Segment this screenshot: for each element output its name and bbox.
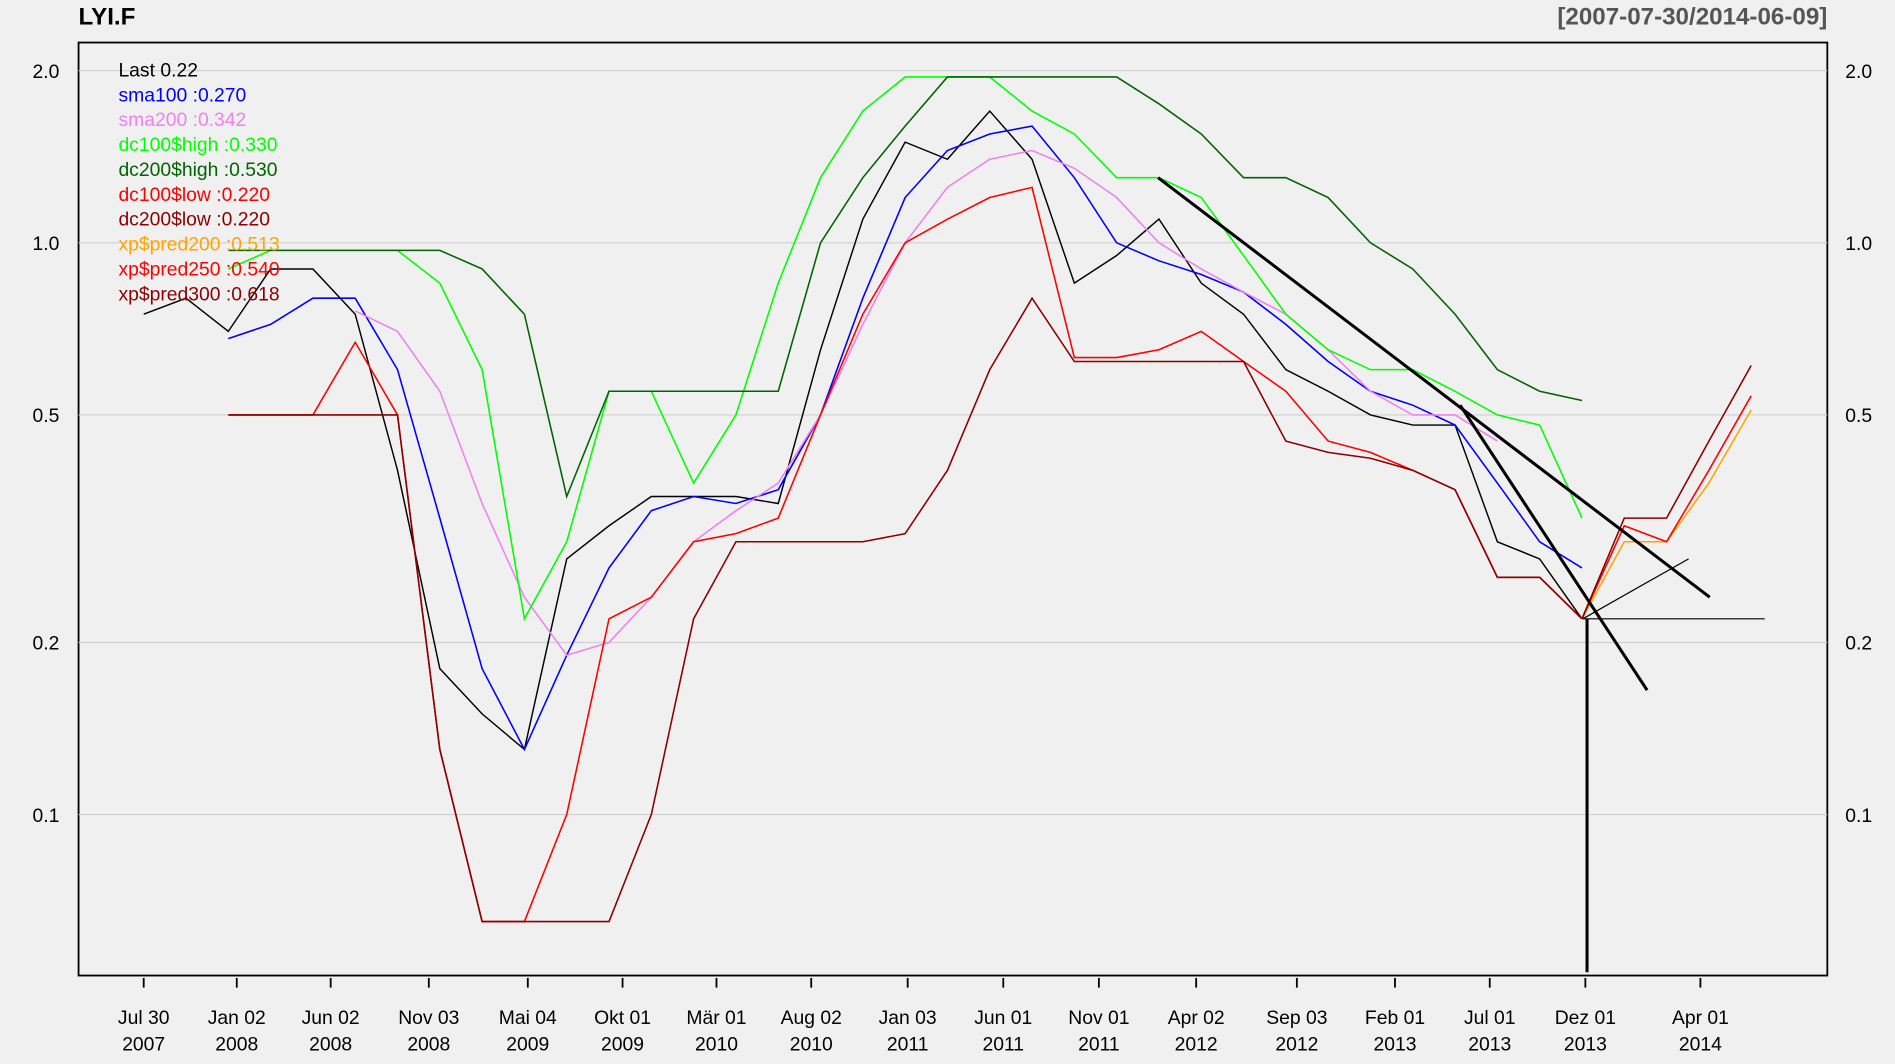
y-tick-label-right: 0.1 [1845, 806, 1872, 827]
y-tick-label-right: 2.0 [1845, 62, 1872, 83]
x-tick-label: Aug 02 2010 [781, 1008, 842, 1056]
series-line [228, 125, 1583, 752]
x-tick-label: Feb 01 2013 [1365, 1008, 1425, 1056]
trend-line [1582, 558, 1689, 620]
x-tick-label: Dez 01 2013 [1555, 1008, 1616, 1056]
x-tick-label: Apr 02 2012 [1168, 1008, 1225, 1056]
x-tick-label: Mai 04 2009 [499, 1008, 557, 1056]
legend-entry: dc100$low :0.220 [118, 185, 270, 206]
legend-entry: xp$pred250 :0.540 [118, 260, 279, 281]
x-tick-label: Jul 30 2007 [118, 1008, 170, 1056]
series-line [1581, 395, 1752, 620]
legend-entry: sma200 :0.342 [118, 110, 246, 131]
x-tick-label: Apr 01 2014 [1672, 1008, 1729, 1056]
series-line [1581, 365, 1752, 620]
y-tick-label: 0.2 [32, 634, 59, 655]
series-line [143, 109, 1583, 751]
y-tick-label-right: 0.5 [1845, 406, 1872, 427]
y-tick-label: 2.0 [32, 62, 59, 83]
y-tick-label: 0.5 [32, 406, 59, 427]
y-tick-label-right: 0.2 [1845, 634, 1872, 655]
y-tick-label: 1.0 [32, 234, 59, 255]
x-tick-label: Jul 01 2013 [1464, 1008, 1516, 1056]
series-line [228, 76, 1583, 500]
legend-entry: sma100 :0.270 [118, 85, 246, 106]
legend-entry: Last 0.22 [118, 60, 198, 81]
series-line [228, 296, 1583, 923]
y-tick-label-right: 1.0 [1845, 234, 1872, 255]
legend-entry: xp$pred200 :0.513 [118, 235, 279, 256]
x-tick-label: Jan 03 2011 [879, 1008, 937, 1056]
date-range: [2007-07-30/2014-06-09] [1557, 3, 1827, 30]
y-tick-label: 0.1 [32, 806, 59, 827]
trend-line [1458, 404, 1649, 692]
legend-entry: xp$pred300 :0.618 [118, 284, 279, 305]
x-tick-label: Mär 01 2010 [686, 1008, 746, 1056]
trend-line [1157, 176, 1711, 599]
chart-title: LYI.F [79, 3, 136, 30]
series-line [227, 76, 1583, 622]
legend-entry: dc100$high :0.330 [118, 135, 277, 156]
x-tick-label: Nov 03 2008 [398, 1008, 459, 1056]
x-tick-label: Sep 03 2012 [1266, 1008, 1327, 1056]
x-tick-label: Jun 02 2008 [302, 1008, 360, 1056]
x-tick-label: Nov 01 2011 [1068, 1008, 1129, 1056]
plot-frame [77, 41, 1829, 977]
x-tick-label: Jun 01 2011 [974, 1008, 1032, 1056]
legend-entry: dc200$low :0.220 [118, 210, 270, 231]
x-tick-label: Jan 02 2008 [208, 1008, 266, 1056]
x-tick-label: Okt 01 2009 [594, 1008, 651, 1056]
legend-entry: dc200$high :0.530 [118, 160, 277, 181]
